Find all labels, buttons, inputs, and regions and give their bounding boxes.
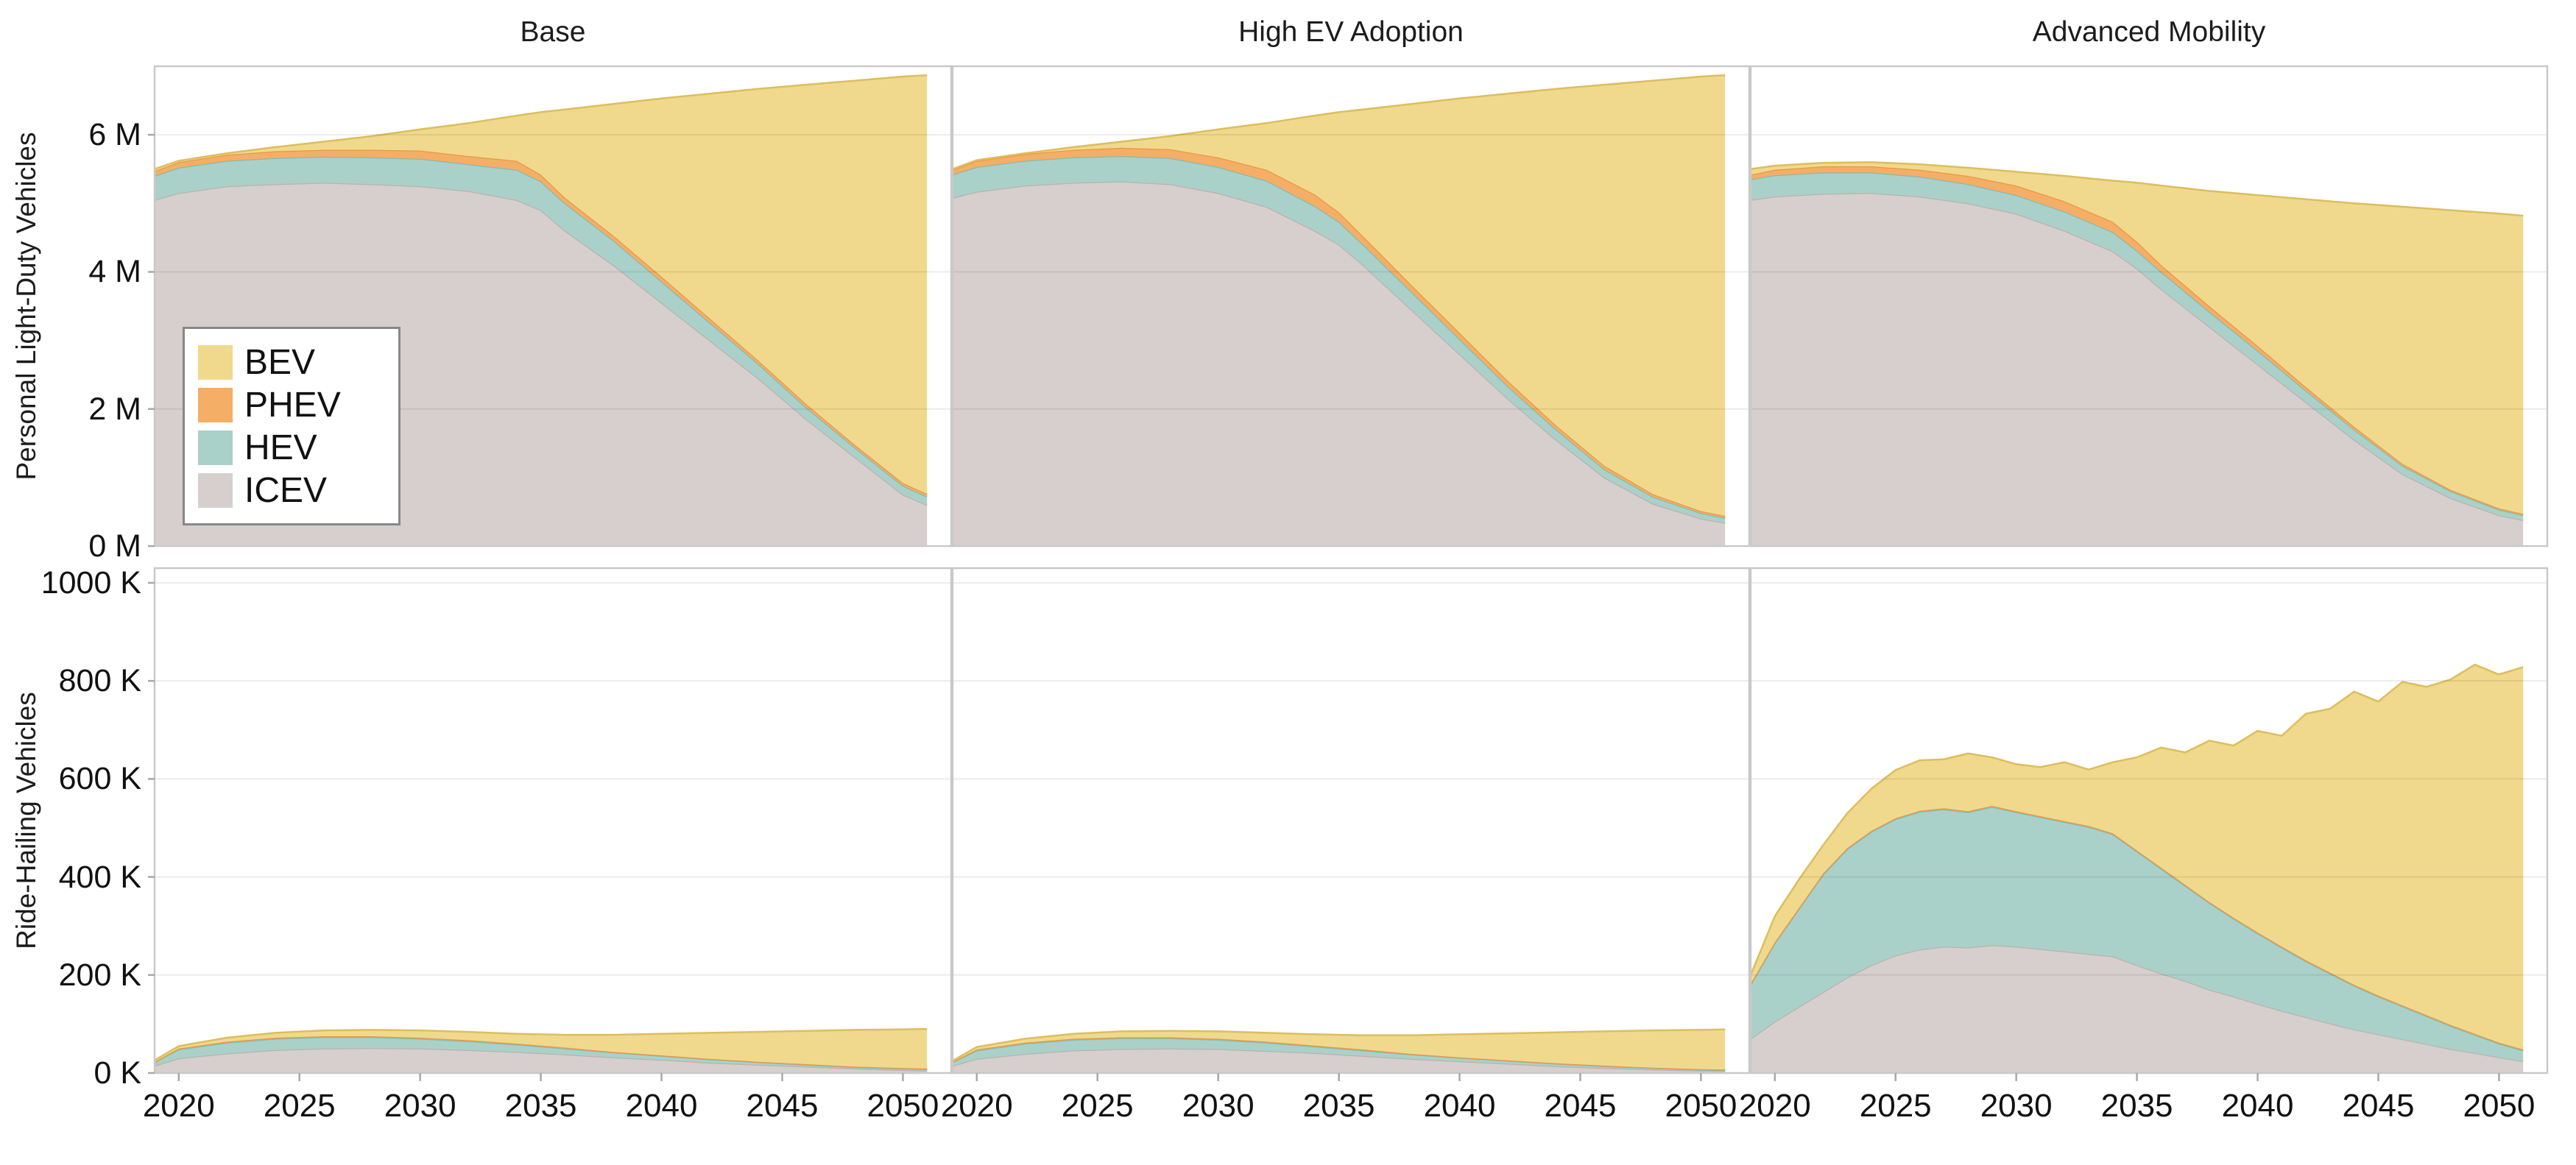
x-tick-label: 2030 (384, 1088, 456, 1124)
y-tick-label: 200 K (58, 957, 141, 993)
panel-border (153, 567, 953, 1074)
panel-border (1749, 65, 2549, 548)
x-tick-label: 2030 (1980, 1088, 2053, 1124)
x-tick-label: 2040 (1423, 1088, 1496, 1124)
panel-border (951, 567, 1751, 1074)
area-edge-bev (154, 1027, 928, 1061)
x-tick-label: 2050 (867, 1088, 939, 1124)
panel-border (951, 65, 1751, 548)
area-icev (1751, 945, 2524, 1073)
y-axis-title-ride-hailing: Ride-Hailing Vehicles (11, 692, 41, 949)
area-bev (155, 75, 928, 495)
panel-high-ev-adoption-personal (951, 65, 1751, 548)
legend-item-bev: BEV (198, 341, 398, 383)
x-tick-label: 2030 (1182, 1088, 1255, 1124)
area-edge-bev (1749, 663, 2524, 976)
area-phev (953, 147, 1726, 518)
area-bev (155, 1029, 928, 1069)
x-tick-label: 2025 (263, 1088, 336, 1124)
area-hev (155, 1037, 928, 1071)
legend-label-icev: ICEV (244, 470, 328, 510)
panel-border (153, 65, 953, 548)
area-icev (1751, 193, 2524, 546)
area-bev (1751, 162, 2524, 514)
panel-advanced-mobility-ride-hailing (1749, 567, 2549, 1081)
y-tick-label: 4 M (88, 254, 141, 290)
area-edge-bev (952, 1028, 1726, 1062)
legend-swatch-hev (198, 430, 233, 465)
legend-item-phev: PHEV (198, 383, 398, 426)
panel-advanced-mobility-personal (1749, 65, 2549, 548)
column-title-base: Base (520, 16, 586, 48)
y-tick-label: 800 K (58, 663, 141, 699)
area-bev (953, 75, 1726, 517)
y-tick-label: 0 M (88, 528, 141, 564)
y-tick-label: 1000 K (40, 564, 141, 601)
legend-swatch-phev (198, 387, 233, 422)
legend: BEV PHEV HEV ICEV (183, 327, 400, 525)
legend-item-hev: HEV (198, 426, 398, 469)
area-edge-bev (952, 74, 1726, 170)
y-tick-label: 6 M (88, 117, 141, 153)
legend-swatch-bev (198, 344, 233, 380)
x-tick-label: 2020 (940, 1088, 1013, 1124)
x-tick-label: 2025 (1859, 1088, 1932, 1124)
x-tick-label: 2035 (1302, 1088, 1375, 1124)
y-tick-label: 400 K (58, 859, 141, 895)
x-tick-label: 2045 (1544, 1088, 1617, 1124)
x-tick-label: 2050 (2463, 1088, 2536, 1124)
panel-base-ride-hailing (148, 567, 953, 1081)
area-icev (953, 1048, 1726, 1073)
x-tick-label: 2035 (504, 1088, 577, 1124)
x-tick-label: 2040 (2221, 1088, 2294, 1124)
area-edge-bev (1750, 161, 2524, 217)
y-tick-label: 600 K (58, 761, 141, 797)
column-title-high-ev-adoption: High EV Adoption (1238, 16, 1464, 48)
x-tick-label: 2020 (1738, 1088, 1811, 1124)
legend-label-hev: HEV (244, 428, 317, 467)
legend-swatch-icev (198, 472, 233, 508)
area-bev (1751, 665, 2524, 1049)
x-tick-label: 2045 (746, 1088, 819, 1124)
x-tick-label: 2045 (2342, 1088, 2415, 1124)
legend-item-icev: ICEV (198, 469, 398, 511)
x-tick-label: 2035 (2100, 1088, 2173, 1124)
legend-label-bev: BEV (244, 342, 316, 382)
y-tick-label: 0 K (93, 1055, 141, 1091)
x-tick-label: 2025 (1061, 1088, 1134, 1124)
area-icev (953, 181, 1726, 546)
x-tick-label: 2040 (625, 1088, 698, 1124)
area-hev (1751, 807, 2524, 1061)
panel-border (1749, 567, 2549, 1074)
area-edge-bev (154, 74, 928, 170)
area-icev (155, 1048, 928, 1073)
area-hev (953, 156, 1726, 523)
column-title-advanced-mobility: Advanced Mobility (2032, 16, 2266, 48)
y-tick-label: 2 M (88, 391, 141, 427)
area-bev (953, 1029, 1726, 1070)
x-tick-label: 2050 (1665, 1088, 1737, 1124)
legend-label-phev: PHEV (244, 385, 341, 425)
panel-high-ev-adoption-ride-hailing (951, 567, 1751, 1081)
x-tick-label: 2020 (142, 1088, 215, 1124)
